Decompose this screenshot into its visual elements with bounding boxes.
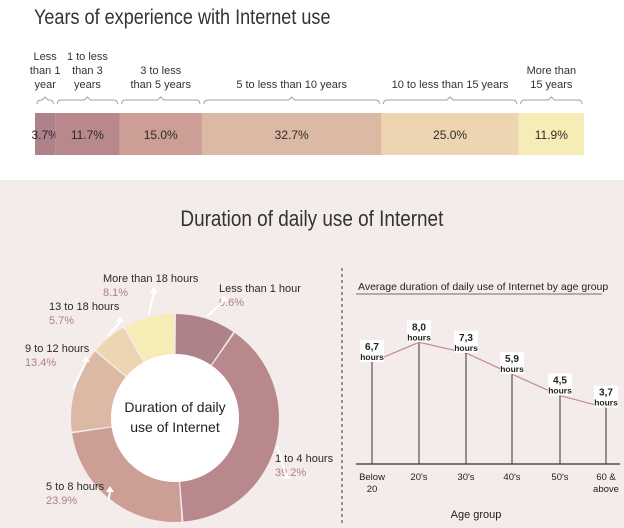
donut-slice [70, 351, 126, 432]
donut-leader-line [72, 361, 87, 389]
donut-leader-arrow [220, 295, 228, 301]
donut-center-label: Duration of daily [124, 399, 225, 415]
line-label-bg [454, 330, 478, 353]
line-unit-label: hours [360, 352, 384, 362]
donut-leader-arrow [150, 287, 158, 293]
experience-bar-value: 25.0% [433, 128, 467, 142]
experience-bar-segment [518, 113, 584, 155]
line-data-label: 7,3 [459, 333, 473, 344]
experience-category-brace [203, 96, 380, 105]
line-unit-label: hours [454, 343, 478, 353]
donut-leader-arrow [116, 316, 124, 322]
experience-bar-chart: 3.7% Less than 1 year 11.7% 1 to less than 3 ye… [30, 51, 584, 155]
donut-category-label: 13 to 18 hours [49, 301, 120, 313]
experience-category-label: than 3 [72, 65, 103, 77]
line-data-label: 6,7 [365, 342, 379, 353]
line-tick-label: 20 [367, 484, 378, 495]
experience-category-brace [36, 96, 54, 105]
experience-bar-value: 11.7% [71, 128, 104, 142]
line-unit-label: hours [594, 398, 618, 408]
experience-category-label: 10 to less than 15 years [392, 79, 509, 91]
experience-bar-value: 32.7% [275, 128, 309, 142]
line-tick-label: 20's [410, 472, 427, 483]
experience-bar-value: 11.9% [535, 128, 568, 142]
line-tick-label: 30's [457, 472, 474, 483]
line-data-label: 8,0 [412, 322, 426, 333]
line-chart-title: Average duration of daily use of Interne… [358, 281, 608, 293]
experience-category-brace [121, 96, 201, 105]
donut-leader-line [147, 292, 155, 316]
line-tick-label: 60 & [596, 472, 616, 483]
line-data-label: 5,9 [505, 354, 519, 365]
duration-title: Duration of daily use of Internet [0, 206, 624, 232]
line-unit-label: hours [500, 364, 524, 374]
donut-slice [96, 327, 144, 377]
donut-value-label: 39.2% [275, 467, 306, 479]
experience-category-label: than 5 years [130, 79, 191, 91]
line-series [371, 341, 607, 409]
donut-slice [175, 314, 234, 365]
line-x-axis-label: Age group [451, 509, 502, 521]
line-label-bg [594, 385, 618, 408]
experience-bar-segment [381, 113, 519, 155]
line-tick-label: above [593, 484, 619, 495]
donut-slice [125, 314, 175, 362]
experience-category-brace [382, 96, 518, 105]
donut-leader-arrow [82, 356, 90, 362]
line-tick-label: 40's [503, 472, 520, 483]
experience-bar-segment [119, 113, 202, 155]
experience-category-brace [520, 96, 583, 105]
line-unit-label: hours [407, 332, 431, 342]
donut-slice [180, 332, 280, 522]
age-line-chart: Average duration of daily use of Interne… [341, 268, 620, 526]
experience-category-label: than 1 [30, 65, 61, 77]
experience-category-label: 3 to less [140, 65, 181, 77]
experience-category-label: 15 years [530, 79, 573, 91]
experience-bar-value: 3.7% [31, 128, 59, 142]
donut-leader-line [205, 300, 225, 318]
donut-category-label: 9 to 12 hours [25, 343, 90, 355]
line-label-bg [407, 320, 431, 343]
experience-category-label: 1 to less [67, 51, 108, 63]
line-label-bg [548, 373, 572, 396]
donut-category-label: More than 18 hours [103, 273, 199, 285]
donut-value-label: 13.4% [25, 357, 56, 369]
experience-category-brace [56, 96, 119, 105]
experience-bar-segment [35, 113, 56, 155]
experience-category-label: 5 to less than 10 years [236, 79, 347, 91]
donut-center-label: use of Internet [130, 419, 220, 435]
line-label-bg [500, 352, 524, 375]
experience-category-label: year [34, 79, 56, 91]
donut-slice [72, 427, 182, 522]
donut-leader-line [107, 491, 111, 501]
donut-leader-line [276, 445, 288, 480]
experience-category-label: years [74, 79, 101, 91]
donut-category-label: 1 to 4 hours [275, 453, 334, 465]
experience-bar-value: 15.0% [144, 128, 178, 142]
experience-category-label: Less [34, 51, 58, 63]
donut-leader-arrow [283, 473, 291, 479]
donut-category-label: 5 to 8 hours [46, 481, 105, 493]
donut-leader-line [106, 321, 121, 337]
experience-bar-segment [201, 113, 382, 155]
line-data-label: 3,7 [599, 388, 613, 399]
line-tick-label: Below [359, 472, 385, 483]
duration-title-text: Duration of daily use of Internet [180, 206, 444, 231]
line-tick-label: 50's [551, 472, 568, 483]
experience-title: Years of experience with Internet use [34, 6, 331, 29]
donut-leader-arrow [106, 486, 114, 492]
experience-bar-segment [55, 113, 120, 155]
experience-category-label: More than [527, 65, 577, 77]
donut-value-label: 8.1% [103, 287, 128, 299]
line-data-label: 4,5 [553, 376, 567, 387]
donut-value-label: 23.9% [46, 495, 77, 507]
line-unit-label: hours [548, 386, 572, 396]
duration-donut-chart: Duration of daily use of Internet Less tha… [25, 273, 334, 522]
donut-category-label: Less than 1 hour [219, 283, 301, 295]
donut-value-label: 5.7% [49, 315, 74, 327]
line-label-bg [360, 340, 384, 363]
donut-hole [111, 354, 239, 482]
